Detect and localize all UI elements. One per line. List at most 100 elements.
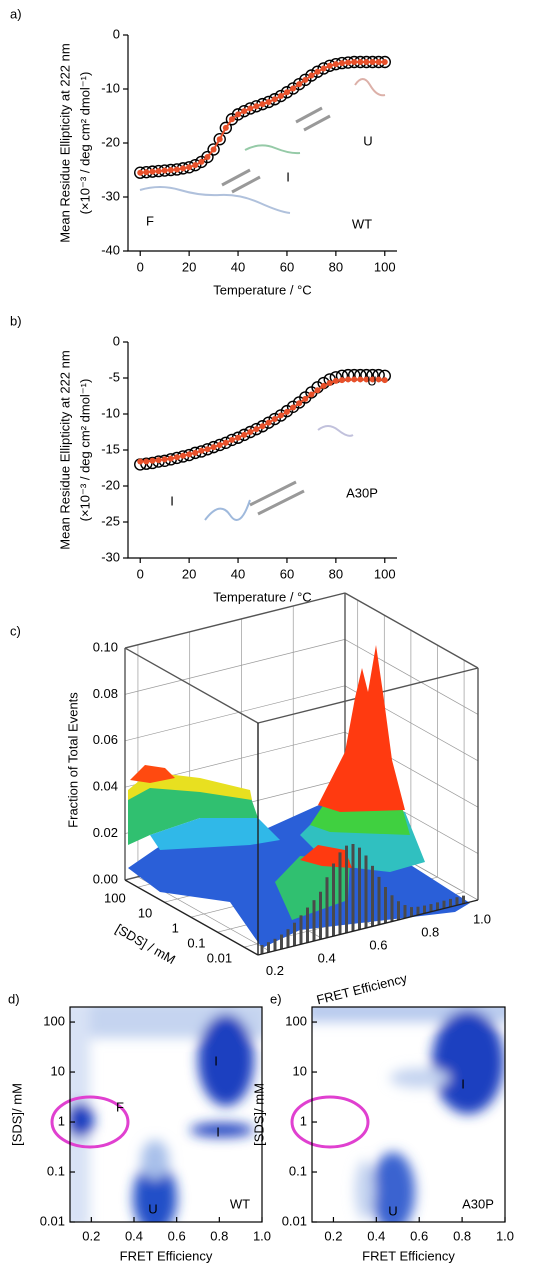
x-tick-label: 0 (137, 259, 144, 274)
fit-point (173, 454, 180, 461)
box-edge (124, 647, 259, 724)
y-tick-label: 0.1 (47, 1163, 65, 1178)
fit-point (283, 89, 290, 96)
y-tick-label: 1 (172, 921, 179, 936)
y-tick-label: 0.01 (207, 951, 232, 966)
x-tick-label: 60 (280, 566, 294, 581)
fit-point (357, 59, 364, 65)
fit-point (192, 449, 199, 456)
heatmap-d (70, 1007, 262, 1222)
y-axis-label: Mean Residue Ellipticity at 222 nm (57, 43, 72, 242)
x-tick-label: 80 (329, 566, 343, 581)
z-tick-label: 0.08 (93, 686, 118, 701)
fit-point (351, 59, 358, 65)
axes (127, 342, 397, 559)
y-tick-label: 1 (300, 1113, 307, 1128)
x-tick-label: 20 (182, 259, 196, 274)
z-axis-label: Fraction of Total Events (65, 692, 80, 828)
z-grid-line (124, 685, 346, 742)
data-point (286, 82, 300, 95)
annotation: U (367, 373, 376, 388)
fit-point (277, 412, 284, 419)
fit-point (259, 101, 266, 108)
fit-point (167, 455, 174, 462)
z-tick-label: 0.00 (93, 871, 118, 886)
fit-point (314, 387, 321, 394)
fit-point (363, 376, 370, 383)
fit-point (302, 76, 309, 83)
y-axis-label: Mean Residue Ellipticity at 222 nm (57, 350, 72, 549)
data-point (280, 86, 294, 99)
z-tick-label: 0.10 (93, 639, 118, 654)
y-axis-label: [SDS]/ mM (251, 1083, 266, 1146)
y-tick-label: -25 (101, 513, 120, 528)
fit-point (332, 377, 339, 384)
fit-point (296, 81, 303, 88)
fit-point (369, 59, 376, 65)
x-tick-label: 100 (374, 259, 396, 274)
x-tick-label: 0.4 (125, 1228, 143, 1243)
annotation: U (388, 1203, 397, 1218)
fit-point (216, 136, 223, 143)
fit-point (265, 419, 272, 426)
z-tick-label: 0.04 (93, 779, 118, 794)
x-tick-label: 80 (329, 259, 343, 274)
x-axis-label: FRET Efficiency (315, 970, 409, 1007)
data-point (280, 404, 294, 418)
fit-point (235, 434, 242, 441)
annotation: A30P (462, 1196, 494, 1211)
y-tick-label: -10 (101, 80, 120, 95)
x-tick-label: 0.6 (369, 937, 387, 952)
panel-label: c) (10, 623, 21, 638)
fit-point (161, 167, 168, 174)
y-tick-label: 1 (58, 1113, 65, 1128)
fit-point (283, 408, 290, 415)
x-tick-label: 0.2 (266, 963, 284, 978)
data-point (286, 400, 300, 413)
box-edge (124, 879, 259, 956)
y-tick-label: 0.01 (40, 1213, 65, 1228)
fit-point (143, 458, 150, 465)
fit-point (338, 377, 345, 384)
y-tick-label: 100 (43, 1013, 65, 1028)
annotation: I (286, 169, 290, 184)
fit-point (149, 168, 156, 175)
data-point (262, 416, 275, 429)
fit-point (222, 124, 229, 131)
fit-point (345, 376, 352, 383)
fit-point (290, 404, 297, 411)
y-axis-label: (×10⁻³ / deg cm² dmol⁻¹) (77, 379, 92, 522)
annotation: I (170, 493, 174, 508)
fit-point (247, 105, 254, 112)
highlight-ellipse (50, 1095, 130, 1149)
x-tick-label: 0.4 (367, 1228, 385, 1243)
x-tick-label: 40 (231, 566, 245, 581)
fit-point (363, 59, 370, 65)
data-point (299, 73, 312, 87)
x-tick-label: 0.8 (421, 924, 439, 939)
fit-point (381, 377, 388, 384)
y-tick-label: 0.1 (187, 936, 205, 951)
fit-point (192, 162, 199, 169)
y-tick-label: -20 (101, 134, 120, 149)
fit-point (186, 164, 193, 171)
heatmap-e (312, 1007, 505, 1222)
fit-point (228, 436, 235, 443)
y-tick-label: 10 (138, 906, 152, 921)
y-tick-label: 10 (51, 1063, 65, 1078)
fit-point (351, 376, 358, 383)
x-axis-label: FRET Efficiency (120, 1248, 213, 1263)
fit-point (161, 456, 168, 463)
fit-point (180, 452, 187, 459)
annotation: I (216, 1124, 220, 1139)
x-tick-label: 0.6 (410, 1228, 428, 1243)
x-tick-label: 0 (137, 566, 144, 581)
x-tick-label: 1.0 (473, 911, 491, 926)
x-tick-label: 100 (374, 566, 396, 581)
annotation: A30P (346, 485, 378, 500)
fit-point (247, 429, 254, 435)
x-tick-label: 60 (280, 259, 294, 274)
fit-point (369, 376, 376, 383)
annotation: F (116, 1099, 124, 1114)
fit-point (155, 168, 162, 175)
